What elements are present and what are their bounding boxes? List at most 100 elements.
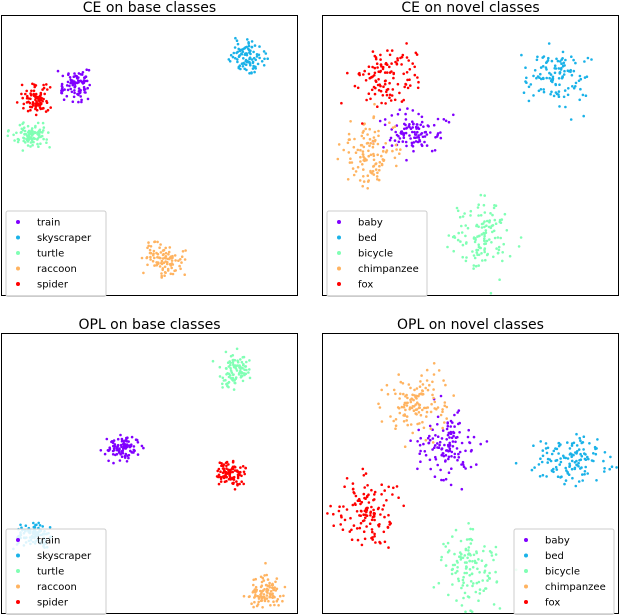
- scatter-point: [380, 420, 384, 423]
- series-turtle: [211, 347, 252, 391]
- scatter-point: [369, 142, 373, 145]
- scatter-point: [362, 73, 365, 76]
- scatter-point: [32, 140, 35, 144]
- scatter-point: [440, 447, 444, 450]
- scatter-point: [348, 161, 352, 164]
- scatter-point: [268, 584, 271, 587]
- scatter-point: [475, 224, 478, 228]
- scatter-point: [406, 78, 409, 82]
- scatter-point: [453, 413, 456, 417]
- scatter-point: [463, 554, 467, 557]
- scatter-point: [267, 599, 270, 603]
- scatter-point: [260, 60, 264, 63]
- scatter-point: [398, 152, 401, 155]
- scatter-point: [229, 53, 233, 57]
- scatter-point: [575, 450, 579, 453]
- scatter-point: [445, 449, 449, 452]
- scatter-point: [346, 141, 350, 145]
- scatter-point: [376, 105, 379, 108]
- scatter-point: [545, 451, 549, 455]
- scatter-point: [580, 441, 583, 445]
- scatter-point: [408, 68, 412, 71]
- scatter-point: [367, 65, 371, 68]
- scatter-point: [428, 458, 432, 462]
- scatter-point: [424, 130, 428, 134]
- scatter-point: [540, 460, 544, 464]
- scatter-point: [563, 482, 566, 486]
- scatter-point: [454, 528, 458, 532]
- scatter-point: [586, 56, 590, 60]
- scatter-point: [364, 79, 368, 82]
- scatter-point: [112, 444, 115, 448]
- scatter-point: [379, 69, 383, 73]
- scatter-point: [398, 108, 402, 111]
- scatter-point: [371, 530, 374, 534]
- scatter-point: [377, 525, 381, 528]
- scatter-point: [258, 595, 261, 599]
- scatter-point: [241, 465, 245, 468]
- scatter-point: [227, 372, 231, 376]
- scatter-point: [554, 91, 558, 94]
- scatter-point: [153, 240, 156, 244]
- scatter-point: [560, 62, 563, 65]
- scatter-point: [432, 396, 435, 400]
- scatter-point: [539, 457, 542, 461]
- scatter-point: [405, 56, 409, 59]
- scatter-point: [356, 538, 360, 542]
- legend-marker: [524, 569, 528, 573]
- scatter-point: [369, 153, 373, 157]
- scatter-point: [116, 437, 120, 441]
- scatter-point: [384, 79, 387, 82]
- scatter-point: [353, 84, 357, 88]
- scatter-point: [378, 119, 382, 123]
- scatter-point: [346, 71, 349, 75]
- scatter-point: [164, 254, 168, 258]
- scatter-point: [552, 449, 556, 453]
- scatter-point: [332, 524, 336, 527]
- scatter-point: [492, 255, 495, 259]
- scatter-point: [415, 387, 419, 390]
- scatter-point: [169, 272, 173, 276]
- scatter-point: [233, 46, 237, 49]
- scatter-point: [403, 445, 407, 449]
- scatter-point: [34, 84, 38, 87]
- scatter-point: [73, 84, 77, 88]
- scatter-point: [568, 447, 572, 450]
- scatter-point: [118, 459, 122, 462]
- scatter-point: [225, 464, 228, 468]
- scatter-point: [232, 365, 236, 369]
- scatter-point: [446, 433, 450, 437]
- scatter-point: [486, 574, 490, 578]
- scatter-point: [266, 57, 270, 60]
- scatter-point: [268, 595, 272, 598]
- scatter-point: [34, 113, 38, 117]
- scatter-point: [498, 607, 502, 610]
- scatter-point: [494, 570, 497, 574]
- scatter-point: [36, 142, 39, 146]
- scatter-point: [573, 467, 577, 471]
- scatter-point: [517, 245, 521, 248]
- scatter-point: [423, 135, 427, 138]
- scatter-point: [443, 421, 446, 424]
- scatter-point: [361, 519, 365, 523]
- scatter-point: [244, 60, 247, 63]
- scatter-point: [495, 580, 499, 583]
- scatter-point: [221, 386, 224, 389]
- scatter-point: [522, 91, 526, 94]
- scatter-point: [458, 431, 461, 434]
- scatter-point: [439, 558, 443, 562]
- scatter-point: [494, 553, 498, 556]
- scatter-point: [448, 436, 451, 439]
- scatter-point: [221, 382, 224, 386]
- scatter-point: [480, 559, 484, 562]
- scatter-point: [421, 408, 424, 412]
- scatter-point: [368, 144, 371, 148]
- scatter-point: [125, 460, 129, 463]
- scatter-point: [570, 55, 573, 58]
- scatter-point: [22, 121, 25, 124]
- scatter-point: [248, 368, 251, 371]
- scatter-point: [444, 545, 448, 548]
- scatter-point: [221, 376, 225, 380]
- scatter-point: [395, 485, 399, 488]
- scatter-point: [561, 57, 564, 60]
